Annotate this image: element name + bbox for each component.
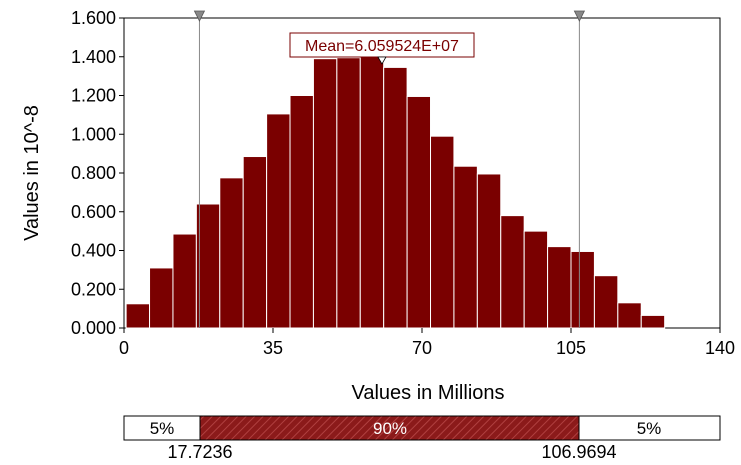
mean-annotation: Mean=6.059524E+07 bbox=[289, 32, 475, 65]
y-tick-label: 1.600 bbox=[71, 8, 116, 28]
mean-label-box bbox=[289, 32, 475, 58]
band-middle-percent: 90% bbox=[373, 419, 407, 438]
band-left-segment bbox=[123, 415, 201, 441]
histogram-bar bbox=[219, 177, 244, 329]
marker-handle-icon[interactable] bbox=[193, 10, 206, 22]
band-right-segment bbox=[578, 415, 721, 441]
x-tick-label: 35 bbox=[263, 338, 283, 358]
y-tick-label: 0.600 bbox=[71, 202, 116, 222]
mean-marker-icon bbox=[377, 56, 387, 65]
histogram-bar bbox=[336, 57, 361, 329]
histogram-bar bbox=[359, 54, 385, 329]
marker-handle-icon[interactable] bbox=[573, 10, 586, 22]
mean-label: Mean=6.059524E+07 bbox=[305, 38, 459, 55]
y-tick-label: 0.000 bbox=[71, 318, 116, 338]
histogram-bar bbox=[570, 250, 595, 329]
x-tick-label: 70 bbox=[412, 338, 432, 358]
y-tick-label: 0.200 bbox=[71, 279, 116, 299]
x-tick-label: 105 bbox=[556, 338, 586, 358]
y-tick-label: 0.800 bbox=[71, 163, 116, 183]
histogram-bar bbox=[430, 135, 455, 329]
histogram-bar bbox=[312, 58, 338, 329]
y-tick-label: 1.200 bbox=[71, 86, 116, 106]
y-tick-label: 1.400 bbox=[71, 47, 116, 67]
band-left-percent: 5% bbox=[150, 419, 175, 438]
histogram-bar bbox=[242, 156, 268, 329]
histogram-bar bbox=[453, 165, 478, 329]
markers-group bbox=[193, 10, 586, 328]
y-tick-label: 0.400 bbox=[71, 241, 116, 261]
histogram-bar bbox=[500, 215, 525, 329]
histogram-bar bbox=[617, 302, 642, 329]
histogram-bar bbox=[547, 246, 572, 329]
y-axis-title: Values in 10^-8 bbox=[21, 105, 43, 241]
histogram-bar bbox=[125, 303, 151, 329]
histogram-bar bbox=[383, 66, 408, 329]
histogram-bar bbox=[640, 314, 666, 329]
histogram-bar bbox=[593, 275, 619, 329]
x-tick-label: 0 bbox=[119, 338, 129, 358]
x-tick-label: 140 bbox=[705, 338, 735, 358]
histogram-bar bbox=[266, 113, 291, 329]
histogram-bar bbox=[289, 95, 314, 329]
histogram-bar bbox=[149, 267, 174, 329]
band-left-value: 17.7236 bbox=[167, 442, 232, 462]
x-axis-title: Values in Millions bbox=[351, 382, 504, 404]
y-axis-ticks: 0.000 0.200 0.400 0.600 0.800 1.000 1.200 1.400… bbox=[71, 8, 124, 338]
band-right-value: 106.9694 bbox=[541, 442, 616, 462]
histogram-bar bbox=[172, 233, 197, 329]
histogram-bar bbox=[523, 230, 549, 329]
probability-band: 5% 90% 5% 17.7236 106.9694 bbox=[123, 415, 721, 462]
band-middle-segment bbox=[199, 415, 580, 441]
bars-group bbox=[125, 54, 666, 329]
x-axis-ticks: 0 35 70 105 140 bbox=[119, 328, 735, 358]
y-tick-label: 1.000 bbox=[71, 124, 116, 144]
histogram-bar bbox=[476, 173, 502, 329]
band-right-percent: 5% bbox=[637, 419, 662, 438]
histogram-bar bbox=[406, 95, 432, 329]
